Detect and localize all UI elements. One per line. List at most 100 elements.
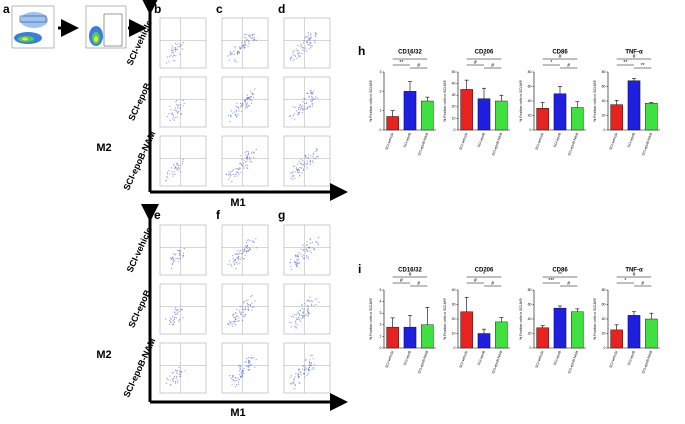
dot: [246, 105, 248, 107]
dot: [296, 258, 298, 260]
bar: [645, 318, 658, 349]
dot: [170, 55, 172, 57]
dot: [175, 369, 177, 372]
dot: [310, 34, 312, 36]
dot: [251, 93, 253, 95]
dot: [306, 374, 308, 376]
bar: [386, 326, 399, 349]
x-tick-label: SCI-vehicle: [385, 132, 395, 150]
dot: [307, 43, 309, 45]
dot: [239, 310, 241, 312]
dot: [302, 373, 304, 375]
dot: [173, 260, 176, 262]
flow-plot: [159, 76, 207, 128]
dot: [315, 303, 317, 306]
dot: [294, 54, 296, 57]
significance-label: *: [409, 54, 411, 60]
dot: [171, 114, 173, 116]
dot: [304, 37, 306, 39]
dot: [235, 109, 237, 111]
significance-label: *: [483, 54, 485, 60]
dot: [171, 315, 174, 317]
dot: [235, 60, 237, 63]
dot: [302, 368, 304, 370]
y-tick-label: 60: [602, 84, 606, 88]
bar: [495, 100, 508, 131]
dot: [249, 156, 251, 158]
dot: [292, 54, 294, 56]
dot: [307, 256, 310, 258]
dot: [307, 309, 309, 311]
dot: [314, 299, 316, 301]
dot: [179, 45, 181, 48]
dot: [173, 253, 175, 255]
dot: [316, 148, 318, 150]
y-axis-label: % Positive cells in SCI-MΦ: [443, 80, 447, 122]
dot: [296, 265, 299, 268]
dot: [243, 167, 245, 169]
dot: [251, 35, 253, 37]
dot: [240, 155, 242, 157]
dot: [236, 106, 238, 108]
dot: [182, 105, 184, 107]
dot: [299, 109, 301, 111]
dot: [247, 308, 249, 310]
panel-label: e: [154, 208, 161, 222]
dot: [310, 33, 312, 35]
dot: [246, 94, 248, 96]
panel-label: f: [216, 208, 221, 222]
dot: [304, 108, 306, 110]
dot: [291, 268, 293, 270]
dot: [255, 359, 257, 361]
dot: [246, 103, 248, 105]
x-tick-label: SCI-epoB: [403, 132, 412, 148]
dot: [307, 31, 309, 34]
dot: [244, 44, 246, 46]
dot: [309, 359, 311, 361]
dot: [297, 254, 299, 256]
dot: [235, 114, 237, 116]
dot: [182, 42, 185, 44]
dot: [295, 254, 297, 256]
dot: [234, 111, 236, 113]
dot: [251, 306, 254, 308]
bar: [403, 326, 417, 349]
dot: [312, 358, 314, 360]
dot: [244, 36, 246, 38]
dot: [178, 366, 180, 369]
dot: [233, 322, 235, 324]
dot: [241, 110, 243, 112]
dot: [244, 41, 246, 44]
dot: [305, 358, 307, 360]
dot: [239, 258, 241, 260]
y-axis-label: % Positive cells in SCI-MΦ: [519, 80, 523, 122]
dot: [177, 112, 179, 114]
dot: [173, 54, 175, 56]
dot: [247, 41, 250, 43]
dot: [179, 319, 181, 321]
dot: [298, 381, 300, 383]
dot: [295, 261, 297, 263]
dot: [246, 247, 248, 249]
significance-label: ***: [548, 278, 554, 284]
dot: [248, 40, 250, 42]
dot: [239, 311, 241, 313]
dot: [173, 375, 176, 378]
dot: [298, 261, 300, 263]
y-tick-label: 0: [604, 128, 606, 132]
chart-title: TNF-α: [625, 50, 643, 56]
significance-label: #: [400, 278, 403, 284]
dot: [306, 36, 308, 38]
dot: [306, 300, 308, 302]
dot: [314, 31, 316, 33]
flow-plot: [221, 224, 269, 276]
x-tick-label: SCI-epoB: [627, 132, 636, 148]
dot: [240, 158, 243, 160]
dot: [178, 167, 180, 169]
dot: [305, 248, 307, 250]
dot: [295, 373, 297, 375]
density: [20, 12, 48, 28]
dot: [230, 171, 232, 173]
axis-label: M2: [96, 349, 111, 361]
dot: [239, 365, 241, 368]
